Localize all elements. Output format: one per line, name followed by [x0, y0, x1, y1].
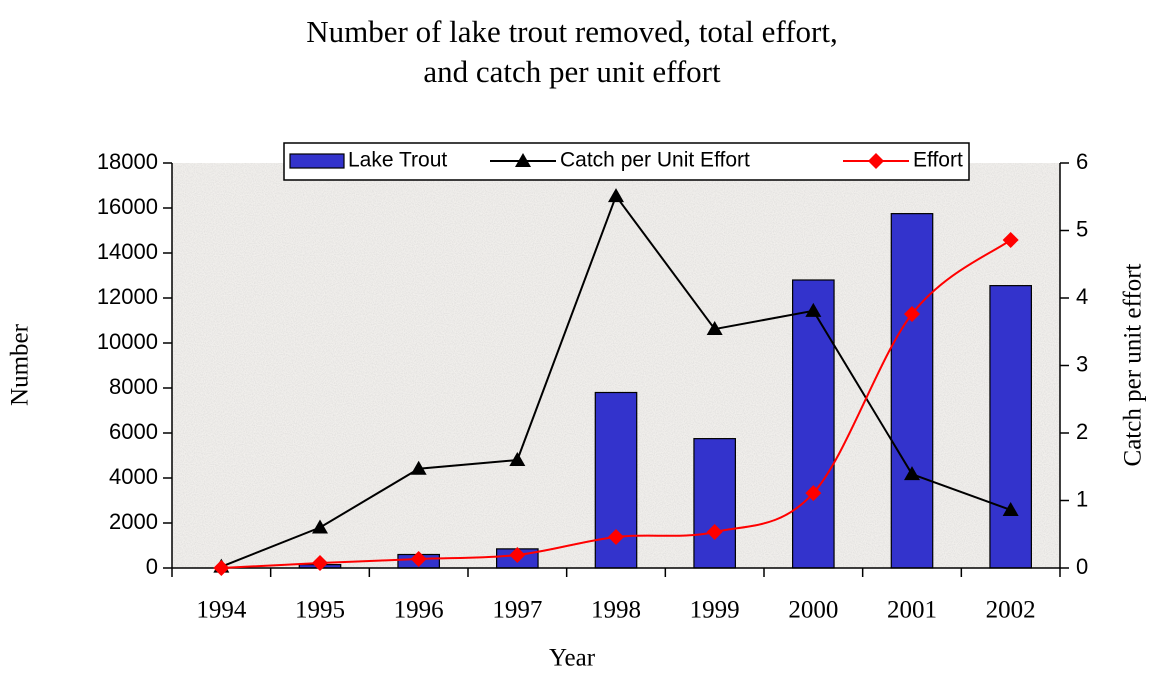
- line: [221, 239, 1012, 569]
- y-tick-label: 6000: [109, 419, 158, 444]
- point: [706, 321, 723, 336]
- bar: [792, 279, 835, 569]
- x-tick-label: 2000: [788, 597, 838, 624]
- x-tick-label: 1994: [196, 597, 247, 624]
- point: [312, 555, 328, 572]
- legend-label: Effort: [913, 149, 963, 172]
- chart-title: and catch per unit effort: [423, 54, 721, 89]
- y-tick-label: 10000: [97, 329, 158, 354]
- y2-tick-label: 0: [1076, 554, 1088, 579]
- point: [312, 519, 328, 534]
- bar: [693, 438, 736, 569]
- y-tick-label: 8000: [109, 374, 158, 399]
- bar: [989, 285, 1032, 569]
- legend-marker: [868, 153, 884, 169]
- point: [410, 460, 427, 475]
- point: [509, 452, 526, 466]
- point: [410, 551, 427, 567]
- y-tick-label: 0: [146, 554, 158, 579]
- point: [608, 188, 624, 203]
- point: [805, 302, 822, 317]
- x-tick-label: 1995: [295, 597, 345, 624]
- y-tick-label: 2000: [109, 509, 158, 534]
- chart-title: Number of lake trout removed, total effo…: [306, 14, 837, 49]
- x-axis-title: Year: [549, 645, 596, 672]
- bar: [890, 213, 934, 569]
- y2-tick-label: 2: [1076, 419, 1088, 444]
- point: [1002, 501, 1019, 516]
- y-axis-title: Number: [7, 323, 34, 406]
- legend-marker: [515, 153, 531, 167]
- point: [213, 560, 230, 576]
- point: [904, 466, 920, 481]
- point: [706, 524, 723, 540]
- y2-tick-label: 6: [1076, 149, 1088, 174]
- point: [904, 305, 920, 322]
- legend-label: Catch per Unit Effort: [560, 149, 750, 172]
- x-tick-label: 1999: [690, 597, 740, 624]
- y2-tick-label: 4: [1076, 284, 1088, 309]
- x-tick-label: 1998: [591, 597, 641, 624]
- y2-axis-title: Catch per unit effort: [1120, 263, 1147, 466]
- y-tick-label: 4000: [109, 464, 158, 489]
- legend: [283, 142, 970, 181]
- x-tick-label: 1997: [492, 597, 542, 624]
- point: [509, 546, 526, 563]
- y-tick-label: 16000: [97, 194, 158, 219]
- x-tick-label: 2002: [986, 597, 1036, 624]
- x-tick-label: 2001: [887, 597, 937, 624]
- y-tick-label: 14000: [97, 239, 158, 264]
- point: [805, 485, 822, 502]
- y2-tick-label: 1: [1076, 486, 1088, 511]
- legend-label: Lake Trout: [348, 149, 447, 172]
- y2-tick-label: 5: [1076, 216, 1088, 241]
- y-tick-label: 12000: [97, 284, 158, 309]
- y2-tick-label: 3: [1076, 351, 1088, 376]
- point: [1002, 231, 1019, 248]
- y-tick-label: 18000: [97, 149, 158, 174]
- legend-swatch: [289, 153, 345, 169]
- x-tick-label: 1996: [394, 597, 444, 624]
- point: [608, 528, 624, 545]
